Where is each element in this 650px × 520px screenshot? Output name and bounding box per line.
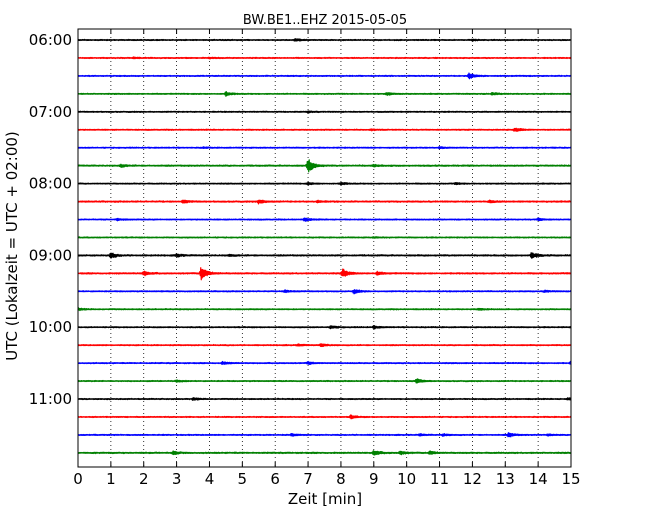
trace-7 — [77, 159, 572, 173]
chart-title: BW.BE1..EHZ 2015-05-05 — [243, 13, 407, 28]
x-tick-label: 10 — [397, 470, 416, 488]
x-axis-label: Zeit [min] — [288, 490, 362, 508]
x-tick-label: 13 — [496, 470, 515, 488]
x-tick-label: 4 — [205, 470, 215, 488]
y-tick-label: 07:00 — [29, 103, 72, 121]
trace-20 — [77, 396, 572, 401]
trace-10 — [77, 217, 572, 222]
trace-22 — [77, 432, 572, 438]
trace-6 — [77, 146, 572, 150]
x-tick-label: 2 — [139, 470, 149, 488]
trace-9 — [77, 199, 572, 205]
x-tick-label: 11 — [430, 470, 449, 488]
x-tick-label: 12 — [463, 470, 482, 488]
trace-21 — [77, 414, 572, 420]
y-tick-label: 11:00 — [29, 390, 72, 408]
plot-frame — [77, 28, 572, 468]
trace-23 — [77, 450, 572, 456]
trace-13 — [77, 267, 572, 281]
trace-8 — [77, 181, 572, 186]
trace-0 — [77, 38, 572, 42]
x-tick-label: 15 — [561, 470, 580, 488]
trace-19 — [77, 378, 572, 384]
trace-2 — [77, 72, 572, 80]
x-tick-label: 3 — [172, 470, 182, 488]
x-tick-label: 14 — [529, 470, 548, 488]
x-tick-label: 5 — [238, 470, 248, 488]
x-tick-label: 1 — [106, 470, 116, 488]
y-tick-label: 06:00 — [29, 31, 72, 49]
trace-12 — [77, 252, 572, 259]
trace-11 — [77, 236, 572, 239]
trace-17 — [77, 343, 572, 348]
trace-18 — [77, 360, 572, 366]
trace-5 — [77, 127, 572, 132]
y-tick-label: 09:00 — [29, 246, 72, 264]
x-tick-label: 9 — [369, 470, 379, 488]
x-tick-label: 7 — [303, 470, 313, 488]
trace-16 — [77, 324, 572, 330]
x-tick-label: 6 — [270, 470, 280, 488]
y-axis: 06:00 07:00 08:00 09:00 10:00 11:00 — [29, 31, 571, 408]
trace-14 — [77, 289, 572, 295]
trace-1 — [77, 56, 572, 60]
y-axis-label: UTC (Lokalzeit = UTC + 02:00) — [3, 131, 21, 361]
y-tick-label: 08:00 — [29, 175, 72, 193]
y-tick-label: 10:00 — [29, 318, 72, 336]
x-tick-label: 8 — [336, 470, 346, 488]
trace-3 — [77, 91, 572, 97]
trace-4 — [77, 110, 572, 114]
trace-15 — [77, 307, 572, 312]
x-tick-label: 0 — [73, 470, 83, 488]
x-axis: 0 1 2 3 4 5 6 7 8 9 10 11 12 13 14 15 — [73, 29, 581, 488]
trace-lines — [77, 38, 572, 456]
